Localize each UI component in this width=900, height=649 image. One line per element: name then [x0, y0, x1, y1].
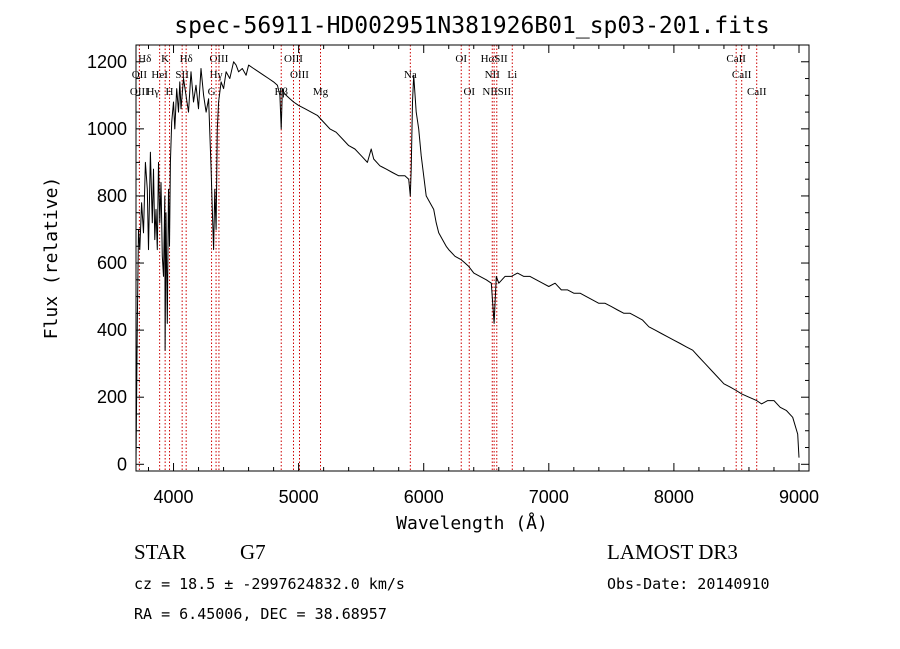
- line-label-2: Hδ: [180, 53, 193, 65]
- star-label: STAR: [134, 540, 186, 564]
- y-tick-label-200: 200: [97, 387, 127, 407]
- line-label-21: Hβ: [274, 86, 288, 98]
- obs-date: Obs-Date: 20140910: [607, 575, 770, 593]
- line-label-4: OIII: [284, 53, 303, 65]
- y-tick-label-1000: 1000: [87, 119, 127, 139]
- line-label-3: OIII: [209, 53, 228, 65]
- plot-frame: [135, 44, 810, 472]
- x-tick-label-6000: 6000: [404, 487, 444, 507]
- y-tick-label-0: 0: [117, 454, 127, 474]
- line-label-8: OII: [132, 69, 148, 81]
- spectrum-line: [135, 61, 800, 465]
- line-label-25: CaII: [747, 86, 767, 98]
- line-label-12: OIII: [290, 69, 309, 81]
- radec-readout: RA = 6.45006, DEC = 38.68957: [134, 605, 387, 623]
- x-tick-label-4000: 4000: [154, 487, 194, 507]
- spectrum-series: [135, 61, 800, 465]
- cz-readout: cz = 18.5 ± -2997624832.0 km/s: [134, 575, 405, 593]
- line-label-11: Hγ: [210, 69, 223, 81]
- line-label-16: CaII: [732, 69, 752, 81]
- line-label-23: OI: [463, 86, 475, 98]
- y-tick-label-600: 600: [97, 253, 127, 273]
- line-label-0: Hδ: [138, 53, 151, 65]
- line-label-24: NIISII: [482, 86, 511, 98]
- line-label-6: HαSII: [481, 53, 508, 65]
- y-tick-label-400: 400: [97, 320, 127, 340]
- line-label-7: CaII: [726, 53, 746, 65]
- y-tick-label-800: 800: [97, 186, 127, 206]
- line-label-13: Na: [404, 69, 417, 81]
- x-tick-label-7000: 7000: [529, 487, 569, 507]
- line-label-19: H: [166, 86, 174, 98]
- line-label-1: K: [161, 53, 169, 65]
- survey-label: LAMOST DR3: [607, 540, 738, 564]
- x-tick-label-8000: 8000: [654, 487, 694, 507]
- axis-ticks: 4000 5000 6000 7000 8000 9000 0 200 400 600 800 100…: [87, 45, 819, 507]
- line-label-17: OIII: [130, 86, 149, 98]
- x-tick-label-9000: 9000: [779, 487, 819, 507]
- x-tick-label-5000: 5000: [279, 487, 319, 507]
- line-label-10: SII: [175, 69, 189, 81]
- line-label-9: HeI: [151, 69, 168, 81]
- spectral-type: G7: [240, 540, 266, 564]
- line-label-20: G: [208, 86, 216, 98]
- y-axis-label: Flux (relative): [41, 177, 62, 340]
- chart-title: spec-56911-HD002951N381926B01_sp03-201.f…: [174, 13, 769, 39]
- line-label-18: Hγ: [146, 86, 159, 98]
- x-axis-label: Wavelength (Å): [396, 512, 548, 534]
- line-label-15: Li: [507, 69, 517, 81]
- y-tick-label-1200: 1200: [87, 52, 127, 72]
- line-label-14: NII: [485, 69, 501, 81]
- line-label-22: Mg: [313, 86, 329, 98]
- line-label-5: OI: [455, 53, 467, 65]
